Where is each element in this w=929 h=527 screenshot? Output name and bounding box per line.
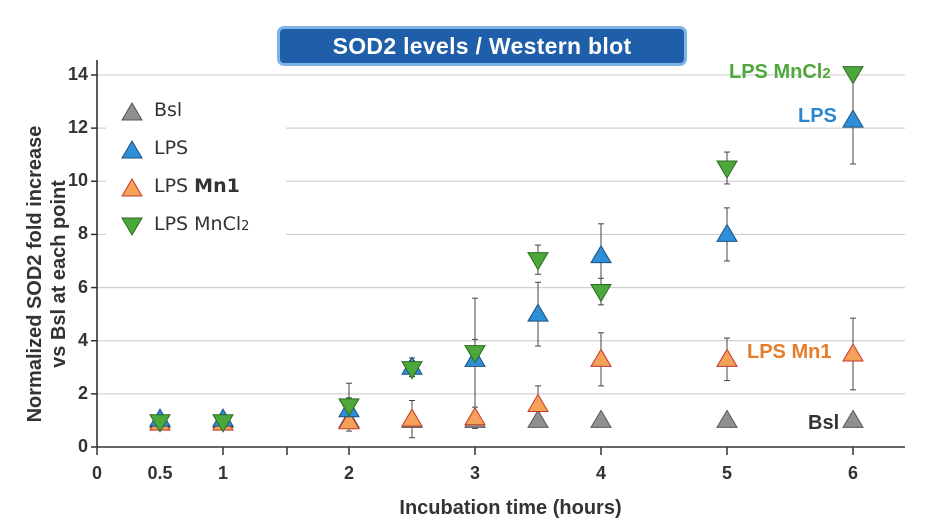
marker-lps-mn1-4 xyxy=(464,406,486,426)
marker-lps-mncl2-4 xyxy=(464,345,486,364)
marker-lps-8 xyxy=(842,109,864,128)
legend-marker-lps-mn1 xyxy=(121,178,143,197)
chart-title-banner: SOD2 levels / Western blot xyxy=(277,26,687,66)
y-tick-label: 4 xyxy=(77,329,88,350)
x-tick-label: 0 xyxy=(91,463,102,483)
legend-marker-lps xyxy=(121,140,143,159)
marker-lps-7 xyxy=(716,223,738,242)
axes xyxy=(91,60,905,455)
marker-lps-mn1-5 xyxy=(527,393,549,412)
end-label-lps: LPS xyxy=(798,105,837,127)
marker-lps-mncl2-7 xyxy=(716,160,738,179)
x-tick-label: 4 xyxy=(595,463,606,483)
marker-lps-mncl2-1 xyxy=(212,414,234,433)
x-tick-label: 1 xyxy=(217,463,228,483)
marker-lps-mn1-8 xyxy=(842,343,864,362)
y-tick-label: 8 xyxy=(77,223,88,244)
end-label-lps-mncl2: LPS MnCl2 xyxy=(729,61,831,83)
legend-label-lps-mncl2: LPS MnCl2 xyxy=(154,213,250,235)
legend-marker-bsl xyxy=(121,102,143,121)
y-axis-title-line1: Normalized SOD2 fold increase xyxy=(24,125,46,423)
marker-lps-mn1-2 xyxy=(338,410,360,430)
legend-item-lps: LPS xyxy=(106,134,286,164)
end-label-bsl: Bsl xyxy=(808,412,840,434)
end-label-lps-mn1: LPS Mn1 xyxy=(747,341,832,363)
marker-lps-mn1-6 xyxy=(590,348,612,367)
y-tick-label: 2 xyxy=(77,382,88,403)
marker-bsl-8 xyxy=(842,409,864,428)
x-tick-label: 3 xyxy=(469,463,480,483)
legend-item-bsl: Bsl xyxy=(106,96,286,126)
data-markers xyxy=(149,66,864,433)
chart-title: SOD2 levels / Western blot xyxy=(332,32,632,59)
legend-label-bsl: Bsl xyxy=(154,99,183,121)
y-axis-title: Normalized SOD2 fold increase vs Bsl at … xyxy=(23,89,71,459)
marker-lps-mncl2-8 xyxy=(842,66,864,85)
marker-bsl-6 xyxy=(590,409,612,428)
x-tick-label: 5 xyxy=(721,463,732,483)
marker-lps-mncl2-0 xyxy=(149,414,171,433)
x-axis-title: Incubation time (hours) xyxy=(399,497,622,519)
marker-lps-5 xyxy=(527,303,549,322)
y-tick-label: 0 xyxy=(77,436,88,456)
marker-lps-mncl2-6 xyxy=(590,284,612,303)
marker-lps-mn1-3 xyxy=(401,408,423,427)
y-tick-label: 10 xyxy=(67,170,88,191)
marker-bsl-5 xyxy=(527,409,549,428)
legend-item-lps-mn1: LPS Mn1 xyxy=(106,172,286,202)
y-tick-label: 14 xyxy=(67,64,88,84)
y-axis-title-line2: vs Bsl at each point xyxy=(48,180,70,368)
legend-item-lps-mncl2: LPS MnCl2 xyxy=(106,210,286,240)
x-tick-label: 0.5 xyxy=(147,463,173,483)
marker-bsl-7 xyxy=(716,409,738,428)
marker-lps-mn1-7 xyxy=(716,348,738,367)
marker-lps-mncl2-2 xyxy=(338,398,360,417)
y-tick-label: 6 xyxy=(77,276,88,297)
marker-lps-mncl2-3 xyxy=(401,361,423,380)
marker-lps-6 xyxy=(590,244,612,264)
legend-label-lps-mn1: LPS Mn1 xyxy=(154,175,240,197)
legend: Bsl LPS LPS Mn1 LPS MnCl2 xyxy=(106,96,286,244)
x-tick-label: 2 xyxy=(343,463,354,483)
legend-label-lps: LPS xyxy=(154,137,189,159)
marker-lps-mncl2-5 xyxy=(527,252,549,271)
y-tick-label: 12 xyxy=(67,117,88,138)
legend-marker-lps-mncl2 xyxy=(121,217,143,236)
x-tick-label: 6 xyxy=(847,463,858,483)
